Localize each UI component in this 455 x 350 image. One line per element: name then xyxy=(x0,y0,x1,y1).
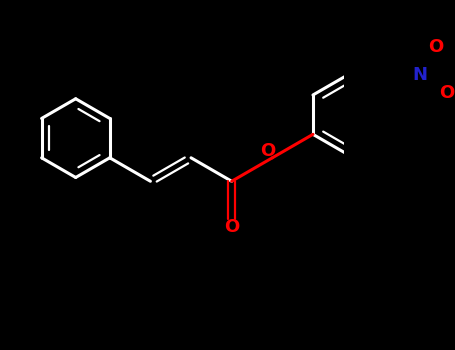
Text: N: N xyxy=(412,66,427,84)
Text: O: O xyxy=(224,218,239,236)
Text: O: O xyxy=(428,38,443,56)
Text: O: O xyxy=(439,84,455,103)
Text: O: O xyxy=(260,142,275,160)
